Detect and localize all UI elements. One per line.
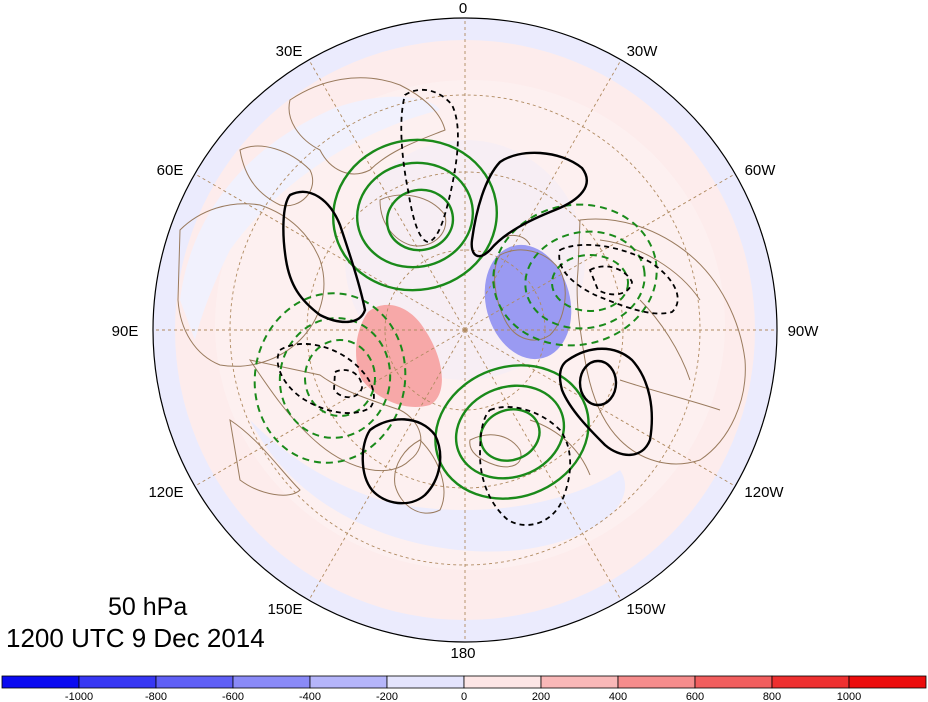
lon-label-150e: 150E [267,601,302,618]
anomaly-shading [153,18,777,642]
negative-contours [253,203,658,464]
colorbar-box [848,675,927,689]
colorbar-label: -400 [299,691,321,702]
colorbar-label: -800 [145,691,167,702]
colorbar-box [1,675,80,689]
colorbar-box [232,675,311,689]
colorbar-box [155,675,234,689]
valid-time-title: 1200 UTC 9 Dec 2014 [6,623,265,653]
lon-label-60e: 60E [157,162,184,179]
lon-label-180: 180 [450,645,475,662]
lon-label-30w: 30W [627,43,659,60]
colorbar-box [463,675,542,689]
colorbar-label: -200 [376,691,398,702]
lon-label-150w: 150W [626,601,666,618]
lon-label-0: 0 [459,0,467,17]
positive-contours [332,138,590,500]
colorbar-box [540,675,619,689]
colorbar-box [694,675,773,689]
colorbar-box [78,675,157,689]
colorbar-box [617,675,696,689]
colorbar-label: 200 [532,691,550,702]
colorbar-box [309,675,388,689]
colorbar-box [771,675,850,689]
colorbar-label: 800 [763,691,781,702]
lon-label-60w: 60W [745,162,777,179]
colorbar-box [386,675,465,689]
lon-label-120e: 120E [148,484,183,501]
lon-label-120w: 120W [744,484,784,501]
coastlines [177,77,746,514]
lon-label-90e: 90E [112,323,139,340]
colorbar-label: -600 [222,691,244,702]
colorbar-label: 400 [609,691,627,702]
map-border [152,17,778,643]
lon-label-90w: 90W [788,323,820,340]
colorbar-label: 1000 [837,691,861,702]
black-solid-contours [282,151,653,505]
lon-label-30e: 30E [276,43,303,60]
negative-anomaly-blob [484,244,572,360]
colorbar-label: 600 [686,691,704,702]
black-dashed-contours [276,88,679,526]
pressure-level-title: 50 hPa [108,593,188,621]
colorbar-label: -1000 [65,691,93,702]
colorbar-label: 0 [461,691,467,702]
colorbar: -1000 -800 -600 -400 -200 0 200 400 600 800 1000 [1,675,927,702]
longitude-labels: 0 30W 60W 90W 120W 150W 180 150E 120E 90… [112,0,820,662]
